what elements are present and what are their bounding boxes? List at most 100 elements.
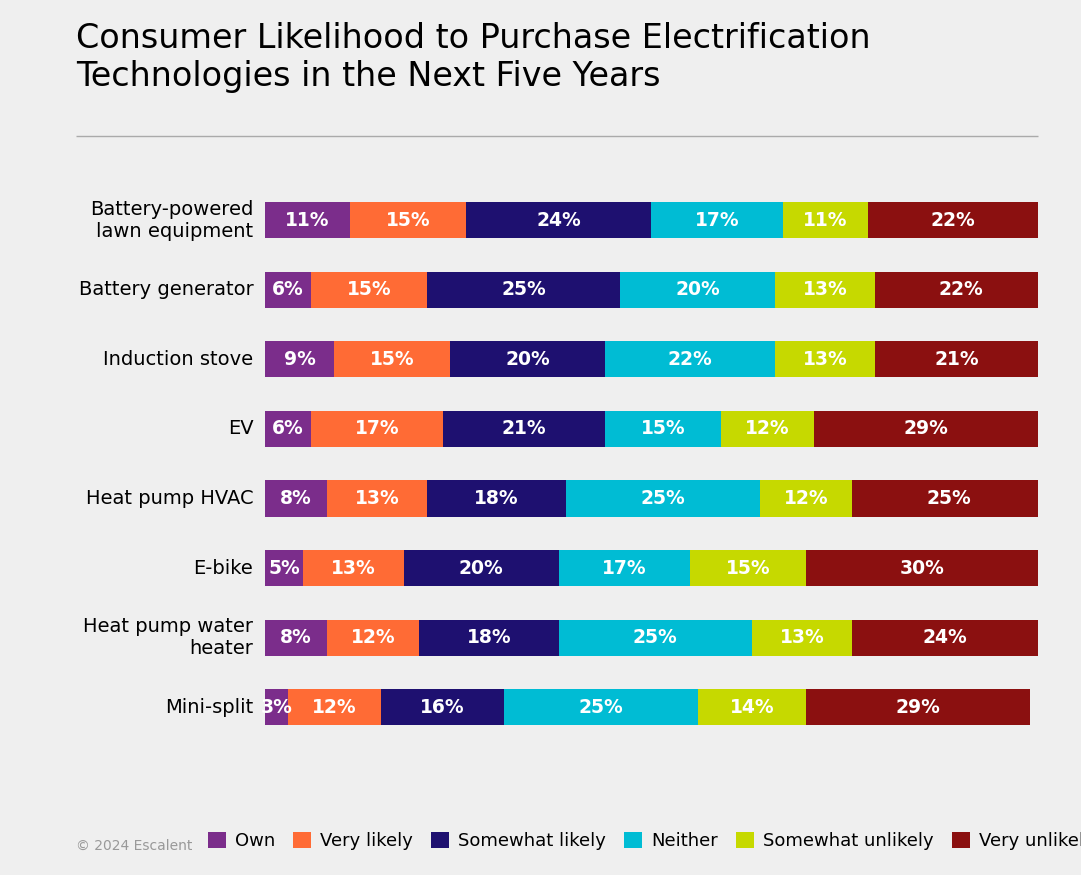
Bar — [775, 341, 876, 377]
Text: Battery-powered
lawn equipment: Battery-powered lawn equipment — [90, 200, 253, 241]
Text: EV: EV — [228, 419, 253, 438]
Bar — [442, 411, 605, 447]
Text: 20%: 20% — [505, 350, 550, 369]
Text: 13%: 13% — [355, 489, 399, 508]
Bar — [697, 690, 806, 725]
Bar — [288, 690, 381, 725]
Bar — [265, 620, 326, 655]
Text: 25%: 25% — [632, 628, 678, 648]
Text: 12%: 12% — [312, 697, 357, 717]
Bar — [620, 272, 775, 308]
Text: 13%: 13% — [332, 558, 376, 578]
Bar — [326, 480, 427, 516]
Text: 12%: 12% — [350, 628, 396, 648]
Text: 18%: 18% — [475, 489, 519, 508]
Text: 12%: 12% — [745, 419, 789, 438]
Text: 6%: 6% — [272, 419, 304, 438]
Text: 9%: 9% — [283, 350, 316, 369]
Bar — [311, 411, 442, 447]
Bar — [852, 480, 1045, 516]
Bar — [651, 202, 783, 238]
Text: 15%: 15% — [725, 558, 771, 578]
Bar — [721, 411, 814, 447]
Text: 22%: 22% — [931, 211, 975, 230]
Bar — [868, 202, 1038, 238]
Text: 13%: 13% — [803, 350, 848, 369]
Text: 5%: 5% — [268, 558, 301, 578]
Text: 20%: 20% — [676, 280, 720, 299]
Text: 17%: 17% — [695, 211, 739, 230]
Text: 21%: 21% — [934, 350, 979, 369]
Text: 16%: 16% — [421, 697, 465, 717]
Bar — [751, 620, 852, 655]
Text: 29%: 29% — [895, 697, 940, 717]
Legend: Own, Very likely, Somewhat likely, Neither, Somewhat unlikely, Very unlikely: Own, Very likely, Somewhat likely, Neith… — [208, 832, 1081, 850]
Text: 22%: 22% — [668, 350, 712, 369]
Text: Heat pump HVAC: Heat pump HVAC — [85, 489, 253, 508]
Bar — [690, 550, 805, 586]
Bar — [783, 202, 868, 238]
Text: Induction stove: Induction stove — [103, 350, 253, 369]
Text: 11%: 11% — [803, 211, 848, 230]
Bar — [381, 690, 505, 725]
Text: 17%: 17% — [602, 558, 646, 578]
Text: 11%: 11% — [285, 211, 330, 230]
Bar — [566, 480, 760, 516]
Text: 13%: 13% — [779, 628, 825, 648]
Bar — [326, 620, 419, 655]
Text: 24%: 24% — [923, 628, 967, 648]
Text: 17%: 17% — [355, 419, 399, 438]
Text: 25%: 25% — [578, 697, 624, 717]
Text: 3%: 3% — [261, 697, 292, 717]
Bar — [775, 272, 876, 308]
Bar — [419, 620, 559, 655]
Text: 25%: 25% — [926, 489, 971, 508]
Bar — [876, 272, 1045, 308]
Text: 22%: 22% — [938, 280, 983, 299]
Text: 15%: 15% — [386, 211, 430, 230]
Bar — [427, 480, 566, 516]
Text: 12%: 12% — [784, 489, 828, 508]
Text: © 2024 Escalent: © 2024 Escalent — [76, 839, 192, 853]
Text: 24%: 24% — [536, 211, 580, 230]
Text: 25%: 25% — [641, 489, 685, 508]
Text: 20%: 20% — [459, 558, 504, 578]
Text: 30%: 30% — [899, 558, 945, 578]
Text: 15%: 15% — [641, 419, 685, 438]
Bar — [466, 202, 651, 238]
Text: E-bike: E-bike — [193, 558, 253, 578]
Bar — [265, 341, 334, 377]
Text: 21%: 21% — [502, 419, 546, 438]
Bar — [505, 690, 697, 725]
Text: 29%: 29% — [904, 419, 948, 438]
Bar — [559, 620, 751, 655]
Text: Heat pump water
heater: Heat pump water heater — [83, 617, 253, 658]
Bar — [311, 272, 427, 308]
Bar — [605, 411, 721, 447]
Bar — [876, 341, 1038, 377]
Text: 8%: 8% — [280, 628, 311, 648]
Bar — [334, 341, 451, 377]
Bar — [852, 620, 1038, 655]
Bar — [605, 341, 775, 377]
Bar — [404, 550, 559, 586]
Text: 18%: 18% — [467, 628, 511, 648]
Text: 6%: 6% — [272, 280, 304, 299]
Bar — [265, 690, 288, 725]
Bar — [451, 341, 605, 377]
Bar — [805, 690, 1030, 725]
Bar — [265, 411, 311, 447]
Text: 8%: 8% — [280, 489, 311, 508]
Text: 14%: 14% — [730, 697, 774, 717]
Bar — [265, 202, 350, 238]
Bar — [427, 272, 620, 308]
Bar — [265, 272, 311, 308]
Text: Mini-split: Mini-split — [165, 697, 253, 717]
Bar — [304, 550, 404, 586]
Bar — [265, 480, 326, 516]
Text: 15%: 15% — [370, 350, 415, 369]
Bar — [559, 550, 690, 586]
Text: Consumer Likelihood to Purchase Electrification
Technologies in the Next Five Ye: Consumer Likelihood to Purchase Electrif… — [76, 22, 870, 93]
Bar — [814, 411, 1038, 447]
Text: 25%: 25% — [502, 280, 546, 299]
